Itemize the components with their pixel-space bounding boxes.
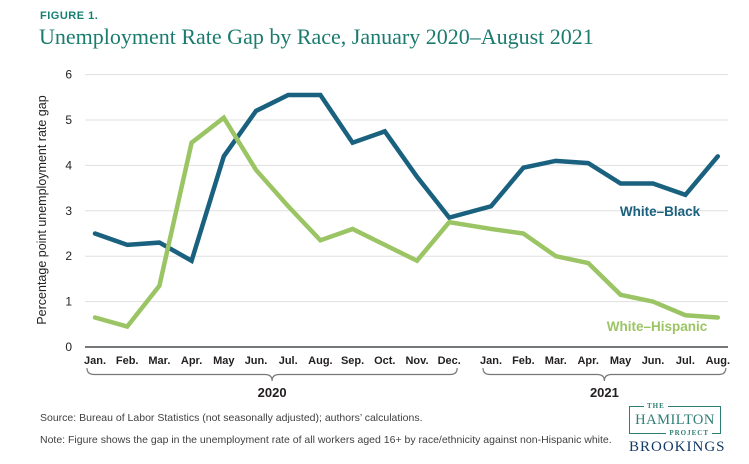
x-tick-label: May	[213, 355, 235, 367]
brookings-wordmark: BROOKINGS	[629, 439, 726, 455]
series-label-white-black: White–Black	[620, 204, 701, 219]
hamilton-project-logo: THE HAMILTON PROJECT	[629, 402, 721, 437]
y-tick-label-4: 4	[65, 158, 72, 172]
x-tick-label: Jun.	[642, 355, 665, 367]
x-tick-label: Jul.	[676, 355, 695, 367]
x-tick-label: Apr.	[577, 355, 598, 367]
x-tick-label: Dec.	[438, 355, 461, 367]
x-tick-label: Jan.	[480, 355, 502, 367]
source-note: Source: Bureau of Labor Statistics (not …	[40, 412, 423, 424]
y-tick-label-3: 3	[65, 204, 72, 218]
x-tick-label: Jul.	[279, 355, 298, 367]
hamilton-brookings-logo: THE HAMILTON PROJECT BROOKINGS	[629, 402, 726, 456]
series-line-white-black	[92, 92, 721, 265]
y-tick-label-1: 1	[65, 295, 72, 309]
x-tick-label: Nov.	[405, 355, 428, 367]
year-brace-2020	[86, 367, 458, 382]
x-tick-label: Apr.	[181, 355, 202, 367]
series-line-white-hispanic	[92, 114, 721, 330]
year-label-2020: 2020	[258, 385, 287, 400]
figure-note: Note: Figure shows the gap in the unempl…	[40, 434, 612, 446]
x-tick-label: Sep.	[341, 355, 364, 367]
x-tick-label: Jun.	[245, 355, 268, 367]
x-tick-label: Aug.	[308, 355, 332, 367]
y-axis-title: Percentage point unemployment rate gap	[35, 95, 49, 324]
year-label-2021: 2021	[590, 385, 619, 400]
x-tick-label: Feb.	[512, 355, 535, 367]
y-tick-label-2: 2	[65, 249, 72, 263]
x-tick-label: Mar.	[148, 355, 170, 367]
series-label-white-hispanic: White–Hispanic	[607, 319, 708, 334]
y-tick-label-6: 6	[65, 68, 72, 82]
x-tick-label: Aug.	[706, 355, 730, 367]
x-tick-label: Feb.	[116, 355, 139, 367]
y-tick-label-5: 5	[65, 113, 72, 127]
figure-number-label: FIGURE 1.	[40, 10, 99, 22]
x-tick-label: May	[610, 355, 632, 367]
year-brace-2021	[482, 367, 727, 382]
x-tick-label: Oct.	[374, 355, 395, 367]
logo-hamilton-text: HAMILTON	[635, 412, 715, 428]
chart-title: Unemployment Rate Gap by Race, January 2…	[39, 24, 594, 49]
x-tick-label: Mar.	[545, 355, 567, 367]
y-tick-label-0: 0	[65, 340, 72, 354]
x-tick-label: Jan.	[84, 355, 106, 367]
logo-the-text: THE	[644, 402, 668, 410]
logo-project-text: PROJECT	[666, 429, 712, 437]
